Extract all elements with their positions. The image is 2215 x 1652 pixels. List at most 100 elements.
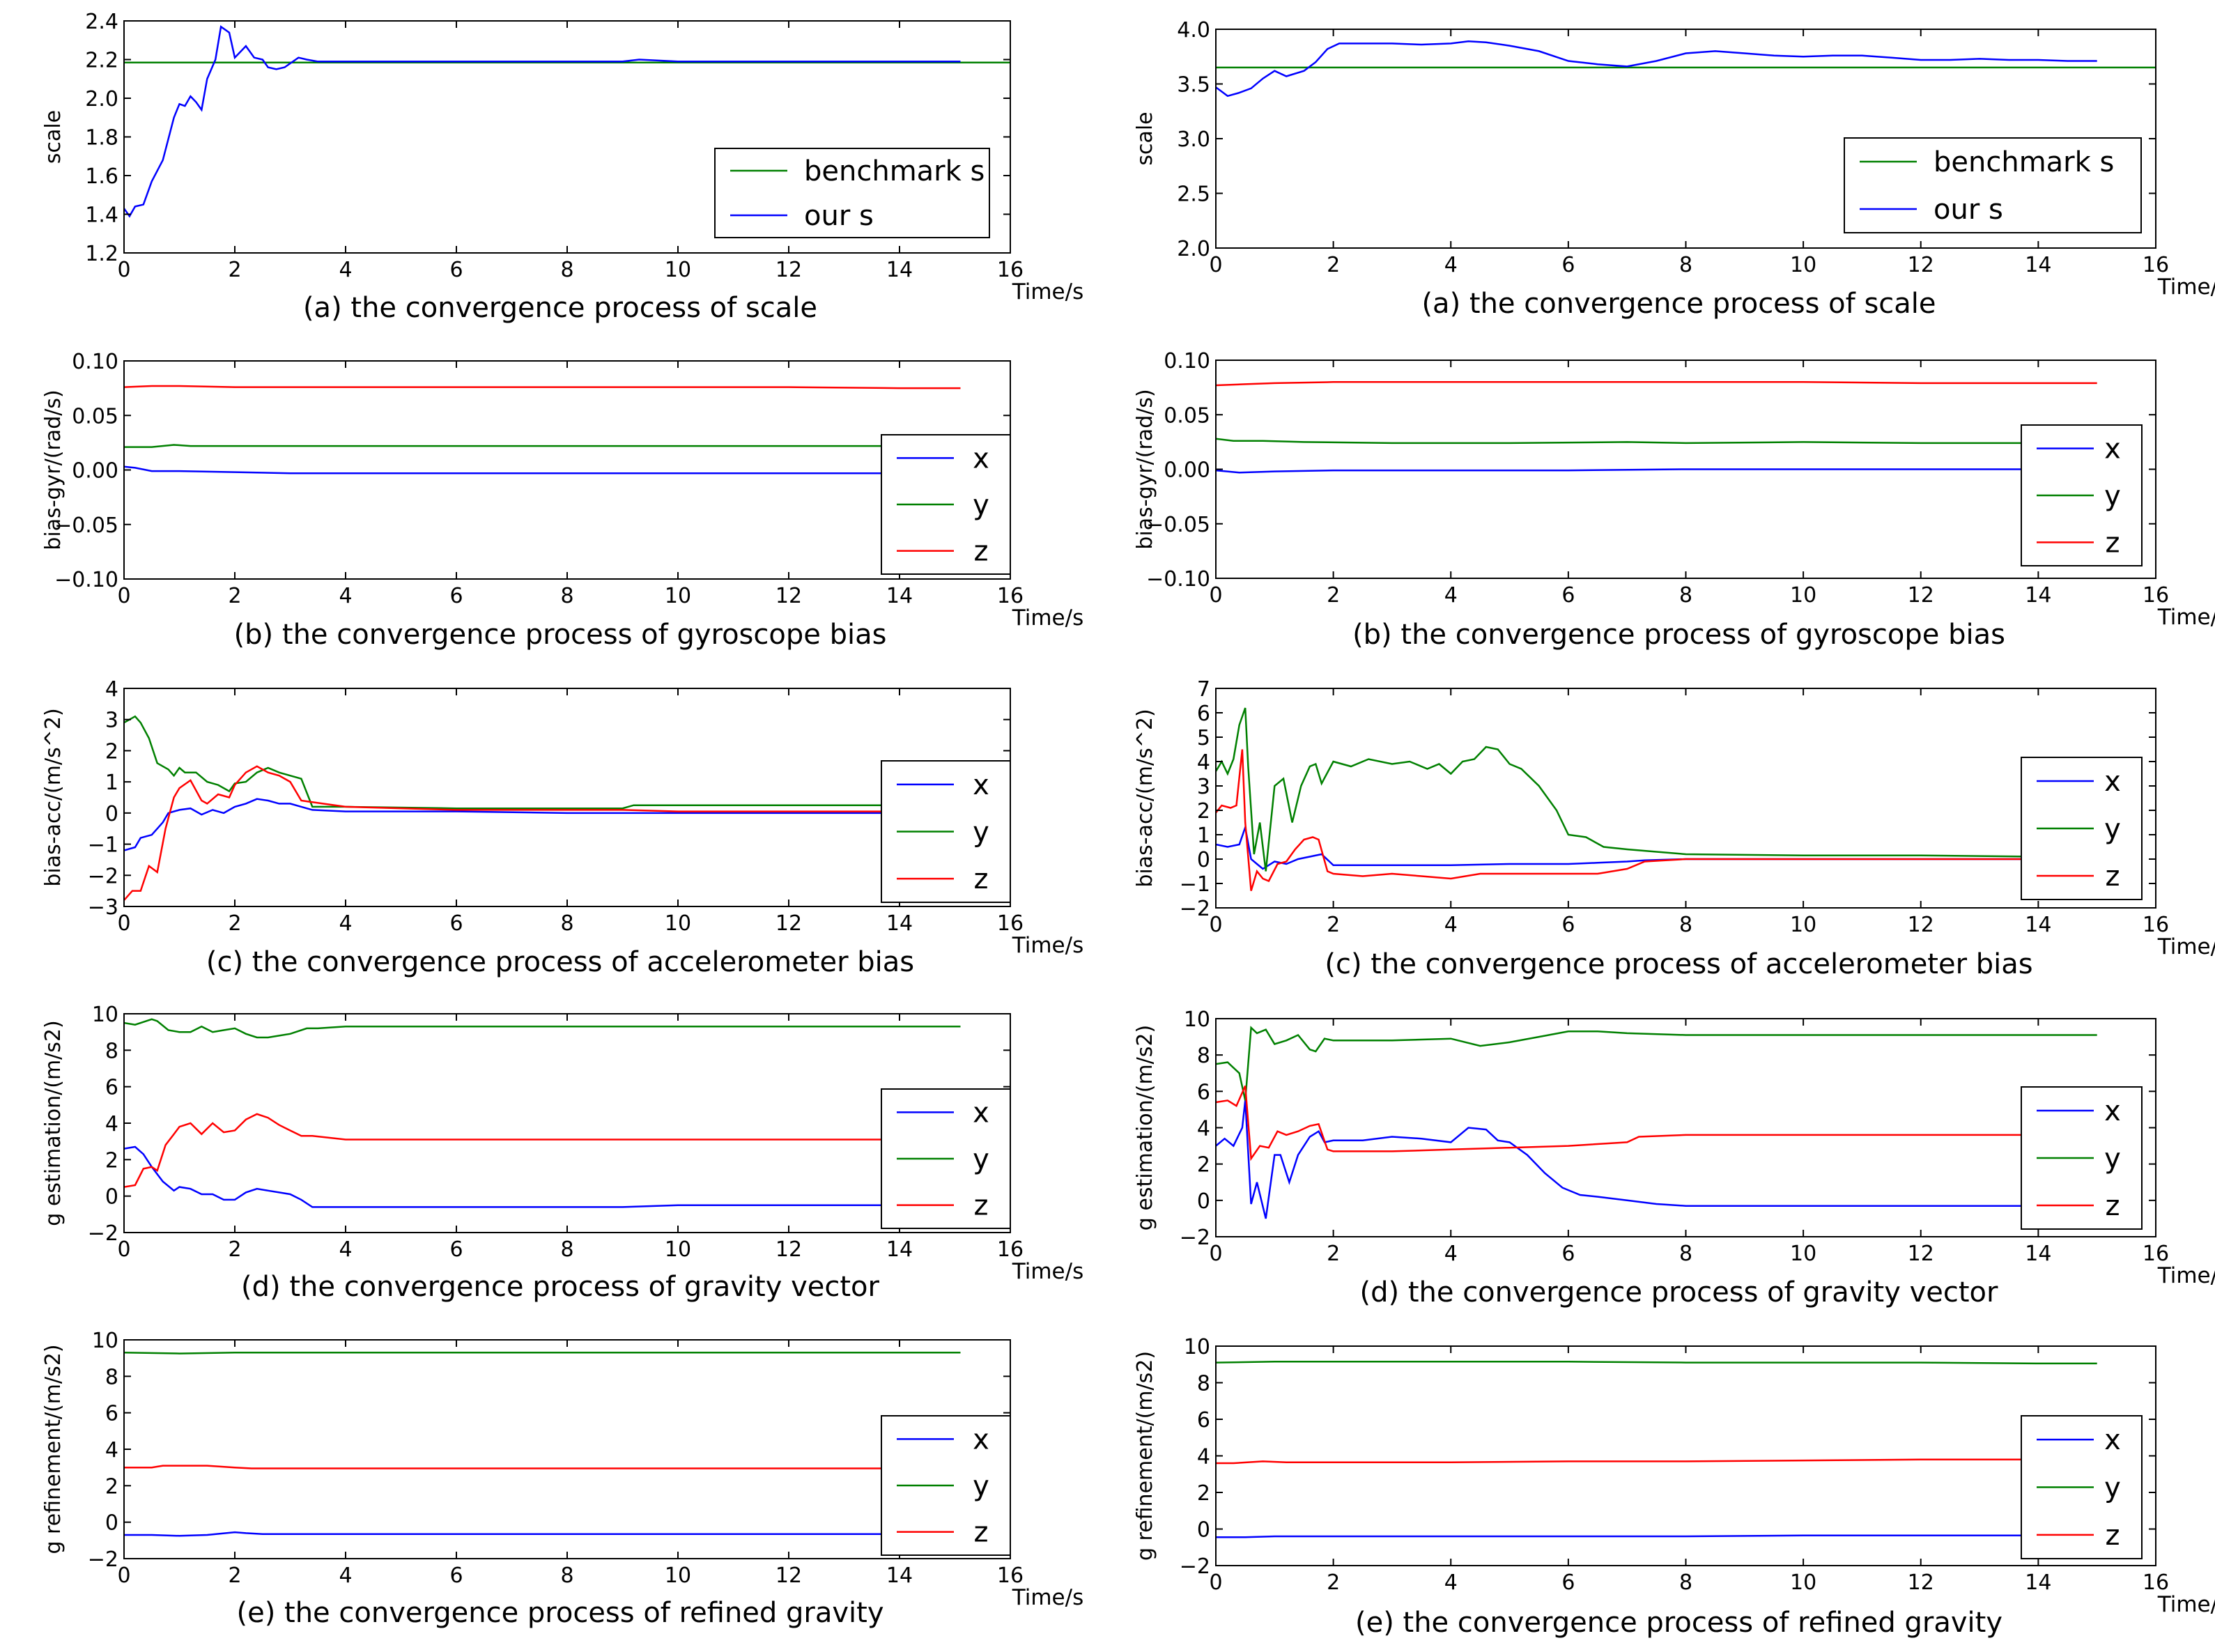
- series-line-z: [1216, 1458, 2097, 1465]
- y-tick-label: 0.10: [1164, 349, 1210, 373]
- y-tick-label: 0.10: [72, 350, 118, 374]
- x-tick-label: 8: [1679, 913, 1692, 937]
- y-tick-label: 2.0: [85, 87, 118, 111]
- x-tick-label: 14: [2025, 1242, 2051, 1266]
- y-tick-label: 0: [1197, 848, 1210, 872]
- x-tick-label: 2: [1327, 253, 1340, 277]
- x-tick-label: 14: [886, 1564, 913, 1588]
- y-tick-label: 6: [1197, 1080, 1210, 1104]
- legend-label: y: [2104, 1472, 2121, 1504]
- x-tick-label: 8: [560, 1564, 573, 1588]
- x-tick-label: 4: [339, 258, 352, 282]
- chart-caption: (c) the convergence process of accelerom…: [1325, 948, 2032, 980]
- x-tick-label: 16: [2143, 1570, 2169, 1595]
- x-tick-label: 8: [1679, 1570, 1692, 1595]
- y-tick-label: −0.05: [1146, 513, 1210, 537]
- legend-label: x: [2104, 766, 2121, 798]
- y-tick-label: 1.8: [85, 126, 118, 150]
- series-line-x: [124, 798, 961, 851]
- y-tick-label: 3.0: [1177, 128, 1210, 152]
- y-tick-label: 7: [1197, 677, 1210, 702]
- series-line-z: [1216, 381, 2097, 387]
- y-tick-label: −0.05: [54, 514, 118, 538]
- legend-label: z: [2106, 1520, 2120, 1552]
- legend-box: [1844, 137, 2142, 233]
- legend-label: y: [973, 1143, 989, 1175]
- series-line-y: [1216, 438, 2097, 445]
- y-tick-label: −2: [88, 1547, 118, 1572]
- x-tick-label: 2: [228, 911, 241, 936]
- x-tick-label: 14: [2025, 583, 2051, 608]
- legend-label: x: [973, 442, 989, 474]
- legend-label: z: [974, 536, 989, 568]
- y-tick-label: 4.0: [1177, 18, 1210, 43]
- axes-frame: [123, 360, 1011, 580]
- x-tick-label: 6: [1561, 1242, 1575, 1266]
- y-tick-label: 1.4: [85, 203, 118, 228]
- y-tick-label: 5: [1197, 726, 1210, 750]
- y-tick-label: 10: [92, 1003, 118, 1027]
- y-tick-label: 2.4: [85, 10, 118, 34]
- legend: xyz: [881, 434, 1011, 575]
- legend-label: y: [973, 817, 989, 849]
- legend-label: z: [974, 1517, 989, 1549]
- y-tick-label: 0: [105, 1185, 118, 1210]
- series-line-z: [1216, 1085, 2097, 1161]
- x-tick-label: 0: [117, 911, 130, 936]
- x-tick-label: 12: [775, 1237, 802, 1262]
- y-axis-label: g estimation/(m/s2): [1133, 1025, 1157, 1230]
- x-tick-label: 6: [449, 911, 463, 936]
- y-tick-label: 6: [1197, 702, 1210, 726]
- x-tick-label: 12: [1908, 253, 1934, 277]
- series-line-z: [1216, 749, 2097, 891]
- x-axis-label: Time/s: [1012, 279, 1083, 304]
- chart-panel-3: 0 2 4 6 8 10 12 14 16 −0.10 −0.05 0.00 0.05 0.10 bias-…: [41, 350, 1083, 651]
- y-tick-label: 2: [105, 1148, 118, 1173]
- y-tick-label: −2: [1180, 897, 1210, 921]
- legend: xyz: [881, 1088, 1011, 1229]
- legend-label: y: [973, 489, 989, 521]
- legend-label: benchmark s: [804, 155, 985, 187]
- y-tick-label: 0: [105, 1511, 118, 1536]
- chart-caption: (a) the convergence process of scale: [303, 292, 817, 324]
- x-tick-label: 4: [1444, 1242, 1458, 1266]
- x-tick-label: 6: [1561, 1570, 1575, 1595]
- legend: xyz: [881, 1415, 1011, 1556]
- legend: xyz: [2021, 1086, 2143, 1230]
- x-tick-label: 4: [1444, 1570, 1458, 1595]
- axes-frame: [123, 688, 1011, 907]
- x-tick-label: 16: [997, 258, 1024, 282]
- legend-label: x: [2104, 1424, 2121, 1456]
- legend-label: z: [974, 1190, 989, 1222]
- legend-label: x: [973, 769, 989, 801]
- y-tick-label: −1: [1180, 872, 1210, 897]
- legend-label: z: [2106, 1190, 2120, 1222]
- chart-panel-5: 0 2 4 6 8 10 12 14 16−3−2−101234bias-acc/(m/s^2)…: [41, 677, 1083, 978]
- legend-label: x: [2104, 433, 2121, 465]
- series-line-y: [124, 444, 961, 448]
- x-tick-label: 0: [1209, 253, 1222, 277]
- series-line-y: [124, 1352, 961, 1354]
- x-tick-label: 2: [1327, 583, 1340, 608]
- axes-frame: [123, 1339, 1011, 1559]
- x-tick-label: 0: [117, 258, 130, 282]
- x-tick-label: 16: [2143, 583, 2169, 608]
- x-axis-label: Time/s: [1012, 605, 1083, 631]
- x-tick-label: 8: [1679, 583, 1692, 608]
- x-tick-label: 16: [997, 1564, 1024, 1588]
- x-tick-label: 14: [2025, 1570, 2051, 1595]
- x-tick-label: 10: [1790, 1570, 1816, 1595]
- y-tick-label: 0.05: [1164, 403, 1210, 428]
- x-axis-label: Time/s: [2157, 1592, 2215, 1617]
- chart-caption: (d) the convergence process of gravity v…: [241, 1271, 880, 1303]
- legend-label: our s: [804, 200, 874, 232]
- x-tick-label: 2: [1327, 1570, 1340, 1595]
- x-tick-label: 0: [117, 1564, 130, 1588]
- y-axis-label: g refinement/(m/s2): [1133, 1351, 1157, 1561]
- y-tick-label: 4: [105, 677, 118, 702]
- x-tick-label: 14: [886, 258, 913, 282]
- y-tick-label: 4: [1197, 750, 1210, 775]
- y-tick-label: 2: [1197, 799, 1210, 824]
- y-tick-label: −3: [88, 895, 118, 920]
